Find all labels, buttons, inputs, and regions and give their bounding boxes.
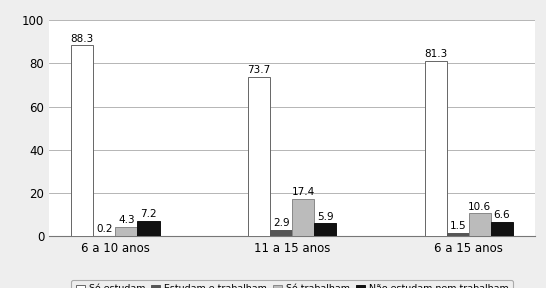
Text: 6.6: 6.6: [494, 210, 511, 220]
Bar: [270, 230, 292, 236]
Bar: [248, 77, 270, 236]
Bar: [71, 46, 93, 236]
Text: 2.9: 2.9: [273, 218, 289, 228]
Text: 0.2: 0.2: [96, 224, 112, 234]
Bar: [425, 60, 447, 236]
Text: 81.3: 81.3: [424, 49, 447, 59]
Bar: [469, 213, 491, 236]
Text: 17.4: 17.4: [292, 187, 315, 197]
Bar: [447, 233, 469, 236]
Text: 73.7: 73.7: [247, 65, 271, 75]
Text: 10.6: 10.6: [468, 202, 491, 211]
Bar: [491, 222, 513, 236]
Bar: [138, 221, 159, 236]
Bar: [292, 199, 314, 236]
Text: 5.9: 5.9: [317, 212, 334, 222]
Text: 88.3: 88.3: [70, 34, 94, 44]
Legend: Só estudam, Estudam e trabalham, Só trabalham, Não estudam nem trabalham: Só estudam, Estudam e trabalham, Só trab…: [71, 280, 513, 288]
Text: 7.2: 7.2: [140, 209, 157, 219]
Bar: [314, 223, 336, 236]
Text: 4.3: 4.3: [118, 215, 135, 225]
Bar: [115, 227, 138, 236]
Text: 1.5: 1.5: [449, 221, 466, 231]
